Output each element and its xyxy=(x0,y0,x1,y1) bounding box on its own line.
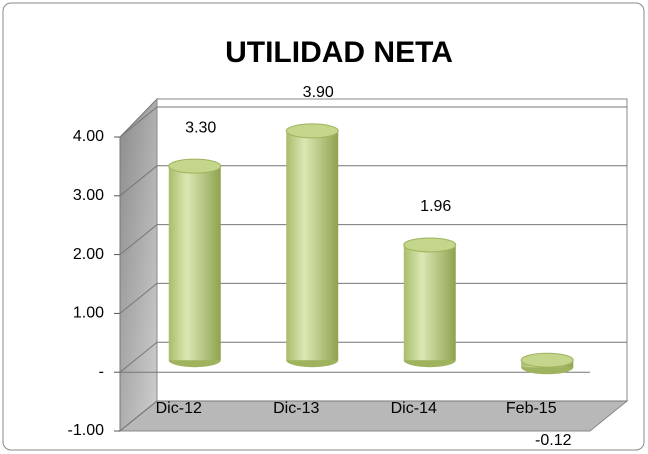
bar-cap xyxy=(168,158,222,174)
value-label: 3.30 xyxy=(185,119,216,136)
y-tick-label: -1.00 xyxy=(68,422,105,439)
side-wall xyxy=(119,97,158,433)
x-tick-label: Dic-14 xyxy=(391,400,437,417)
grid-line xyxy=(119,106,627,138)
grid-line xyxy=(119,224,627,255)
grid-line xyxy=(119,282,627,314)
bar-cap xyxy=(403,237,457,253)
x-tick-label: Feb-15 xyxy=(506,400,557,417)
value-label: 1.96 xyxy=(420,198,451,215)
value-label: -0.12 xyxy=(535,432,572,449)
x-tick-label: Dic-13 xyxy=(273,400,319,417)
grid-line xyxy=(119,165,627,197)
bar-cap xyxy=(520,352,574,368)
chart-title: UTILIDAD NETA xyxy=(225,36,453,69)
y-tick-label: 1.00 xyxy=(73,305,104,322)
y-tick-label: 2.00 xyxy=(73,246,104,263)
y-tick-label: 3.00 xyxy=(73,187,104,204)
y-tick-label: 4.00 xyxy=(73,128,104,145)
bar-cap xyxy=(285,123,339,139)
x-tick-label: Dic-12 xyxy=(156,400,202,417)
bar xyxy=(286,130,339,361)
value-label: 3.90 xyxy=(303,84,334,101)
y-tick-label: - xyxy=(99,363,104,380)
bar xyxy=(168,166,221,361)
bar xyxy=(403,244,456,361)
grid-line xyxy=(119,400,627,432)
grid-line xyxy=(119,341,627,373)
